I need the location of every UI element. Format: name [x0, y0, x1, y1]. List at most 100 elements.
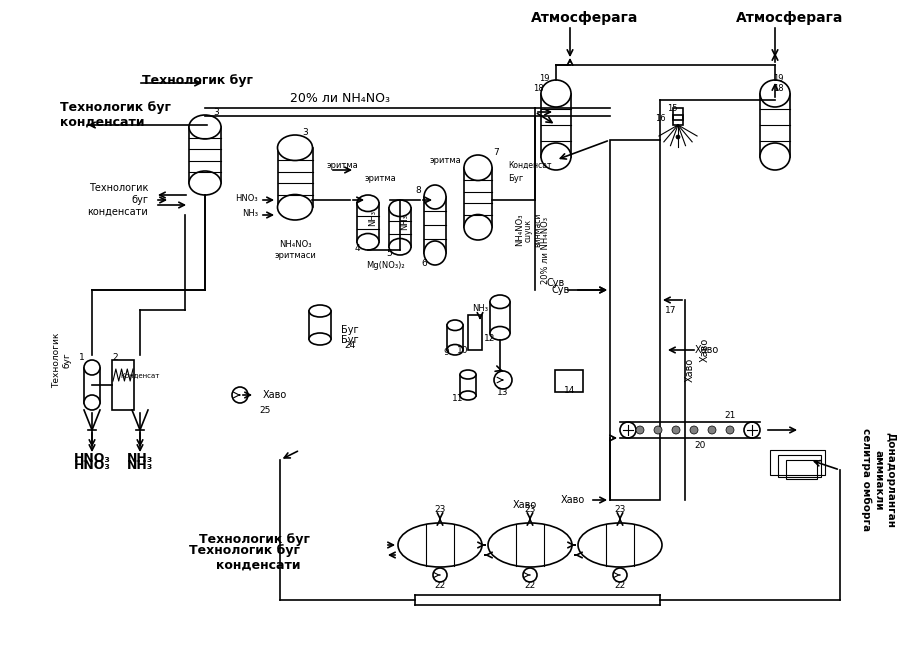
Text: 22: 22: [614, 581, 626, 591]
Text: Донадорланган
аммиакли
селитра омборга: Донадорланган аммиакли селитра омборга: [861, 428, 895, 532]
Ellipse shape: [490, 295, 510, 308]
Ellipse shape: [760, 143, 790, 170]
Text: Конденсат: Конденсат: [508, 160, 551, 170]
Ellipse shape: [760, 80, 790, 107]
Text: 5: 5: [386, 249, 392, 257]
Ellipse shape: [464, 155, 492, 180]
Ellipse shape: [309, 305, 331, 317]
Text: 8: 8: [415, 186, 421, 194]
Text: 23: 23: [614, 505, 626, 514]
Text: Mg(NO₃)₂: Mg(NO₃)₂: [366, 261, 404, 269]
Ellipse shape: [424, 185, 446, 209]
Text: 20% ли NH₄NO₃: 20% ли NH₄NO₃: [290, 91, 390, 105]
Ellipse shape: [447, 320, 463, 330]
Ellipse shape: [541, 80, 571, 107]
Text: Хаво: Хаво: [263, 390, 288, 400]
Text: 23: 23: [434, 505, 446, 514]
Circle shape: [690, 426, 698, 434]
Ellipse shape: [189, 115, 221, 139]
Ellipse shape: [357, 195, 379, 211]
Text: 7: 7: [493, 147, 499, 156]
Ellipse shape: [357, 233, 379, 250]
Text: 15: 15: [667, 103, 677, 113]
Bar: [357, 204, 379, 242]
Text: 23: 23: [524, 505, 536, 514]
Text: HNO₃: HNO₃: [236, 194, 258, 202]
Bar: [447, 326, 463, 350]
Bar: [490, 302, 510, 333]
Ellipse shape: [278, 194, 312, 220]
Ellipse shape: [490, 326, 510, 340]
Ellipse shape: [278, 135, 312, 160]
Ellipse shape: [424, 241, 446, 265]
Text: NH₃: NH₃: [369, 210, 378, 226]
Text: 20% ли NH₄NO₃: 20% ли NH₄NO₃: [541, 217, 551, 284]
Ellipse shape: [189, 171, 221, 195]
Bar: [541, 93, 571, 156]
Bar: [278, 148, 312, 208]
Bar: [460, 375, 476, 396]
Text: Технологик буг
конденсати: Технологик буг конденсати: [60, 101, 171, 129]
Text: 19: 19: [773, 74, 784, 82]
Text: 9: 9: [443, 347, 449, 357]
Text: Буг: Буг: [341, 325, 359, 335]
Text: Конденсат: Конденсат: [120, 372, 159, 378]
Circle shape: [636, 426, 644, 434]
Text: 3: 3: [302, 127, 308, 137]
Text: HNO₃: HNO₃: [74, 459, 110, 471]
Text: Технологик
буг: Технологик буг: [52, 332, 72, 388]
Text: Технологик
буг
конденсати: Технологик буг конденсати: [87, 184, 148, 217]
Ellipse shape: [460, 370, 476, 379]
Text: Атмосферага: Атмосферага: [736, 11, 844, 25]
Text: Технологик буг: Технологик буг: [142, 74, 253, 86]
Bar: [189, 127, 221, 183]
Text: эритма: эритма: [430, 156, 460, 164]
Text: NH₃: NH₃: [472, 304, 488, 312]
Text: NH₃: NH₃: [126, 452, 153, 465]
Ellipse shape: [309, 333, 331, 345]
Text: 22: 22: [434, 581, 446, 591]
Text: Технологик буг
конденсати: Технологик буг конденсати: [189, 544, 300, 572]
Text: 24: 24: [344, 341, 356, 349]
Text: 13: 13: [497, 387, 509, 396]
Text: 3: 3: [213, 107, 218, 117]
Ellipse shape: [460, 391, 476, 400]
Text: 10: 10: [457, 345, 469, 355]
Text: 16: 16: [654, 113, 665, 123]
Bar: [770, 450, 825, 475]
Text: Атмосферага: Атмосферага: [531, 11, 639, 25]
Bar: [786, 460, 817, 479]
Text: Хаво: Хаво: [513, 500, 537, 510]
Bar: [610, 140, 660, 500]
Ellipse shape: [389, 200, 411, 217]
Bar: [464, 168, 492, 227]
Text: 18: 18: [532, 84, 543, 93]
Bar: [112, 360, 134, 410]
Circle shape: [676, 135, 680, 139]
Text: NH₄NO₃: NH₄NO₃: [515, 213, 524, 246]
Bar: [389, 208, 411, 247]
Text: 21: 21: [724, 410, 735, 420]
Text: 14: 14: [564, 385, 576, 394]
Text: NH₃: NH₃: [242, 208, 258, 217]
Text: 1: 1: [79, 353, 85, 361]
Ellipse shape: [541, 143, 571, 170]
Bar: [778, 455, 821, 477]
Text: 22: 22: [524, 581, 536, 591]
Text: Буг: Буг: [508, 174, 523, 182]
Text: 20: 20: [694, 440, 705, 450]
Text: сuyuк
винмаси: сuyuк винмаси: [523, 213, 542, 247]
Bar: [673, 108, 683, 120]
Circle shape: [654, 426, 662, 434]
Text: 4: 4: [354, 243, 359, 253]
Text: 12: 12: [484, 333, 496, 343]
Text: эритма: эритма: [326, 160, 358, 170]
Bar: [673, 115, 683, 125]
Ellipse shape: [464, 215, 492, 240]
Bar: [424, 197, 446, 253]
Bar: [555, 370, 583, 392]
Text: Сув: Сув: [551, 285, 570, 295]
Bar: [84, 367, 100, 402]
Circle shape: [726, 426, 734, 434]
Ellipse shape: [389, 239, 411, 255]
